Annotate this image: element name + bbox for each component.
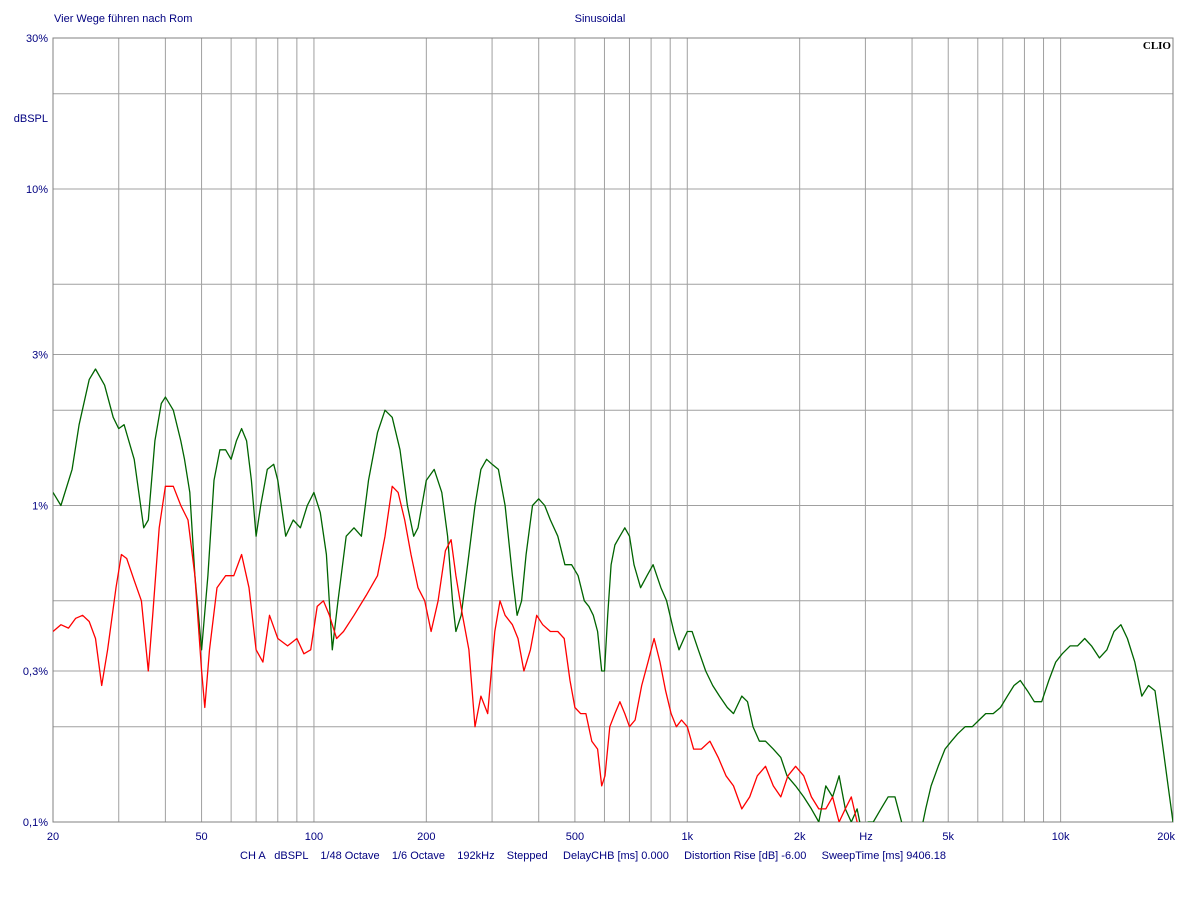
x-tick-label: 10k bbox=[1052, 831, 1070, 843]
y-tick-label: 3% bbox=[32, 349, 48, 361]
chart-title: Sinusoidal bbox=[575, 13, 626, 25]
y-tick-label: 1% bbox=[32, 501, 48, 513]
clio-logo: CLIO bbox=[1143, 40, 1172, 52]
y-tick-label: 10% bbox=[26, 184, 48, 196]
chart-header-left: Vier Wege führen nach Rom bbox=[54, 13, 192, 25]
plot-frame bbox=[52, 37, 1174, 823]
footer-info: CH A dBSPL 1/48 Octave 1/6 Octave 192kHz… bbox=[240, 850, 946, 862]
y-tick-label: 30% bbox=[26, 33, 48, 45]
series-line-red bbox=[53, 485, 858, 822]
y-tick-label: 0,3% bbox=[23, 666, 48, 678]
x-tick-label: 20 bbox=[47, 831, 59, 843]
y-tick-label: 0,1% bbox=[23, 817, 48, 829]
x-tick-label: 100 bbox=[305, 831, 323, 843]
y-axis-label: dBSPL bbox=[14, 113, 48, 125]
x-axis-label: Hz bbox=[859, 831, 872, 843]
x-tick-label: 5k bbox=[942, 831, 954, 843]
grid bbox=[53, 38, 1173, 822]
x-tick-label: 500 bbox=[566, 831, 584, 843]
x-tick-label: 2k bbox=[794, 831, 806, 843]
x-tick-label: 1k bbox=[681, 831, 693, 843]
y-tick-labels: 30% 10% 3% 1% 0,3% 0,1% bbox=[23, 33, 48, 829]
x-tick-label: 200 bbox=[417, 831, 435, 843]
series-line-green bbox=[53, 368, 1173, 822]
series-layer bbox=[53, 368, 1173, 822]
x-tick-labels: 20 50 100 200 500 1k 2k 5k 10k 20k bbox=[47, 831, 1176, 843]
x-tick-label: 20k bbox=[1157, 831, 1175, 843]
x-tick-label: 50 bbox=[195, 831, 207, 843]
